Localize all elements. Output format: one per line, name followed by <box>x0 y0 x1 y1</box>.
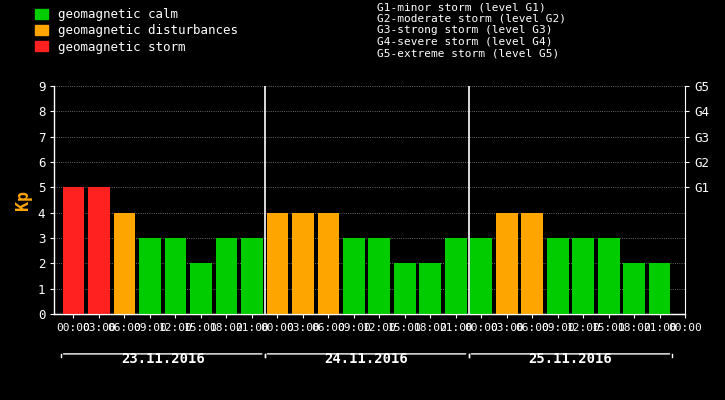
Bar <box>267 213 289 314</box>
Text: G1-minor storm (level G1)
G2-moderate storm (level G2)
G3-strong storm (level G3: G1-minor storm (level G1) G2-moderate st… <box>377 2 566 58</box>
Bar <box>292 213 314 314</box>
Bar <box>114 213 136 314</box>
Bar <box>318 213 339 314</box>
Bar <box>62 187 84 314</box>
Bar <box>547 238 568 314</box>
Bar <box>496 213 518 314</box>
Bar <box>241 238 262 314</box>
Bar <box>521 213 543 314</box>
Bar <box>139 238 161 314</box>
Bar <box>190 263 212 314</box>
Bar <box>649 263 671 314</box>
Bar <box>572 238 594 314</box>
Bar <box>471 238 492 314</box>
Bar <box>368 238 390 314</box>
Text: 25.11.2016: 25.11.2016 <box>529 352 613 366</box>
Bar <box>215 238 237 314</box>
Text: 23.11.2016: 23.11.2016 <box>121 352 204 366</box>
Bar <box>445 238 467 314</box>
Y-axis label: Kp: Kp <box>14 190 33 210</box>
Bar <box>420 263 441 314</box>
Bar <box>88 187 109 314</box>
Bar <box>624 263 645 314</box>
Bar <box>598 238 619 314</box>
Bar <box>165 238 186 314</box>
Bar <box>343 238 365 314</box>
Legend: geomagnetic calm, geomagnetic disturbances, geomagnetic storm: geomagnetic calm, geomagnetic disturbanc… <box>36 8 238 54</box>
Text: 24.11.2016: 24.11.2016 <box>325 352 408 366</box>
Bar <box>394 263 415 314</box>
